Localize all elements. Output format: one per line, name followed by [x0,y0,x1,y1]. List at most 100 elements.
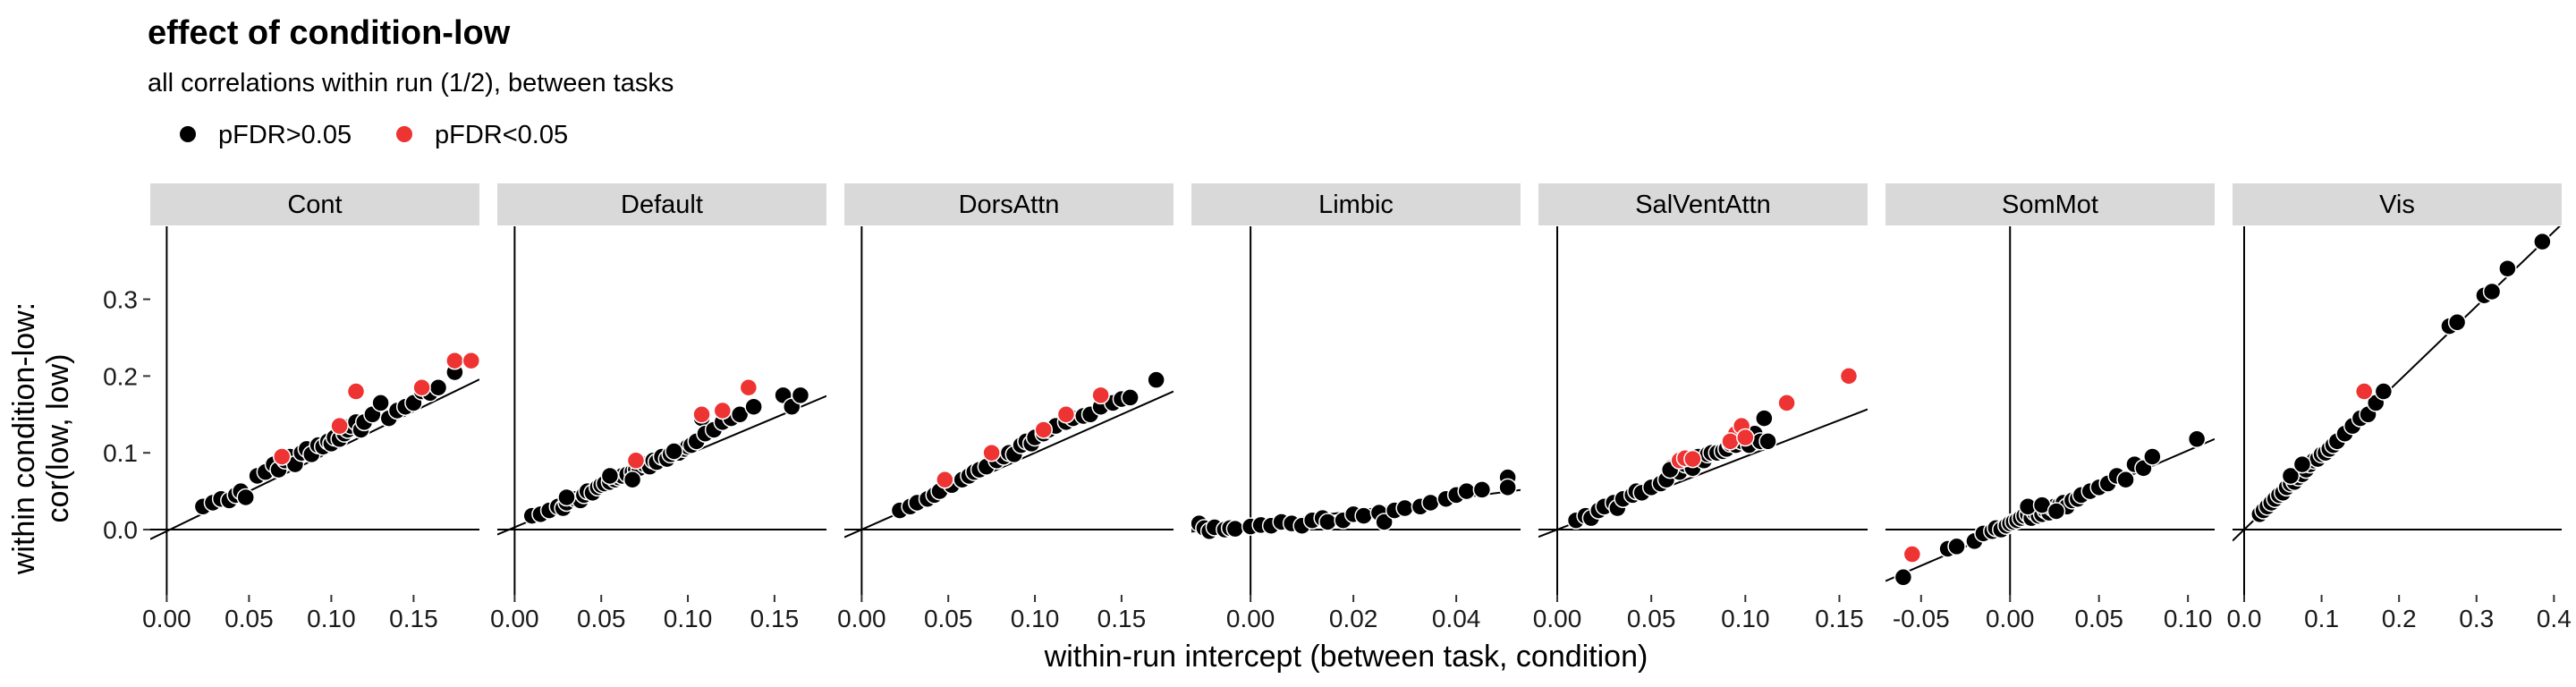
facet-panel-cont: Cont 0.00 0.05 0.10 0.15 [142,183,479,632]
x-tick-label: 0.00 [1226,605,1275,632]
plot-area [150,226,479,595]
data-point-nonsignificant [428,378,448,397]
data-point-significant [2354,382,2374,401]
data-point-nonsignificant [744,397,763,416]
x-tick-label: 0.10 [307,605,356,632]
data-point-significant [412,378,431,397]
facet-panel-dorsattn: DorsAttn 0.00 0.05 0.10 0.15 [837,183,1174,632]
x-tick-label: 0.15 [389,605,438,632]
x-axis-title: within-run intercept (between task, cond… [1044,640,1648,674]
data-point-significant [1056,405,1076,424]
x-tick-label: 0.00 [837,605,886,632]
data-point-significant [445,351,464,370]
data-point-nonsignificant [557,488,576,507]
x-tick-label: 0.10 [1011,605,1060,632]
facet-strip-label: DorsAttn [959,191,1060,219]
facet-strip [1191,183,1521,225]
data-point-significant [272,447,292,466]
data-point-nonsignificant [2116,471,2135,489]
facet-strip [844,183,1174,225]
x-tick-label: 0.15 [750,605,800,632]
x-tick-label: 0.3 [2459,605,2494,632]
legend-key-significant [396,126,412,142]
facet-strip [150,183,479,225]
data-point-significant [462,351,479,370]
x-tick-label: 0.00 [1533,605,1582,632]
x-tick-label: 0.05 [225,605,274,632]
data-point-nonsignificant [2281,466,2301,486]
data-point-nonsignificant [665,442,683,461]
y-axis-title-line-2: cor(low, low) [41,354,75,523]
facet-strip-label: Cont [287,191,342,219]
facet-strip [1538,183,1868,225]
plot-area [1885,226,2215,595]
data-point-nonsignificant [2374,382,2394,401]
facet-panel-sommot: SomMot -0.05 0.00 0.05 0.10 [1885,183,2215,632]
data-point-significant [330,416,349,436]
data-point-significant [1091,386,1110,405]
legend-label-significant: pFDR<0.05 [435,121,568,149]
data-point-nonsignificant [730,405,750,424]
x-tick-label: 0.02 [1329,605,1378,632]
facet-panels: 0.0 0.1 0.2 0.3 Cont 0.00 0.05 0.10 0.15 Default 0… [103,183,2572,632]
x-tick-label: 0.10 [2164,605,2213,632]
data-point-nonsignificant [2187,429,2207,449]
data-point-significant [739,378,758,397]
plot-area [844,226,1174,595]
data-point-nonsignificant [1457,481,1476,501]
x-tick-label: 0.05 [577,605,626,632]
data-point-nonsignificant [1421,493,1440,513]
y-tick-label: 0.1 [103,439,138,467]
data-point-nonsignificant [1121,388,1140,407]
data-point-significant [626,451,646,471]
x-tick-label: 0.00 [142,605,191,632]
y-tick-label: 0.3 [103,286,138,314]
data-point-nonsignificant [1147,370,1165,389]
x-tick-label: 0.1 [2304,605,2339,632]
data-point-nonsignificant [2292,454,2312,474]
legend-key-nonsignificant [180,126,196,142]
x-tick-label: 0.00 [1986,605,2035,632]
plot-area [1191,226,1521,595]
x-tick-label: 0.10 [664,605,713,632]
data-point-nonsignificant [2143,447,2162,466]
facet-strip [497,183,826,225]
legend-label-nonsignificant: pFDR>0.05 [218,121,352,149]
data-point-nonsignificant [1758,432,1777,451]
data-point-nonsignificant [1395,498,1414,518]
data-point-nonsignificant [1354,506,1373,525]
facet-strip-label: Default [621,191,703,219]
y-tick-label: 0.0 [103,516,138,544]
x-tick-label: 0.4 [2537,605,2572,632]
facet-strip-label: Limbic [1318,191,1394,219]
data-point-nonsignificant [2533,232,2552,251]
x-tick-label: 0.05 [2074,605,2123,632]
data-point-nonsignificant [236,488,255,507]
x-tick-label: 0.04 [1432,605,1481,632]
data-point-nonsignificant [1947,537,1966,556]
chart-subtitle: all correlations within run (1/2), betwe… [148,69,674,98]
plot-area [497,226,826,595]
data-point-nonsignificant [1472,480,1492,499]
data-point-significant [936,471,954,489]
data-point-significant [1034,420,1053,439]
x-tick-label: 0.00 [490,605,539,632]
data-point-nonsignificant [2046,502,2066,521]
data-point-nonsignificant [600,466,620,486]
facet-panel-vis: Vis 0.0 0.1 0.2 0.3 0.4 [2227,183,2572,632]
data-point-significant [713,401,733,420]
y-axis-title-line-1: within condition-low: [7,302,41,575]
facet-strip-label: SalVentAttn [1635,191,1771,219]
facet-panel-salventattn: SalVentAttn 0.00 0.05 0.10 0.15 [1533,183,1868,632]
x-tick-label: 0.05 [1627,605,1676,632]
data-point-nonsignificant [623,471,642,489]
data-point-nonsignificant [2482,282,2502,301]
data-point-nonsignificant [371,394,390,412]
y-axis-title: within condition-low: cor(low, low) [7,302,75,575]
x-tick-label: 0.0 [2227,605,2262,632]
data-point-nonsignificant [791,386,810,405]
facet-panel-default: Default 0.00 0.05 0.10 0.15 [490,183,826,632]
chart-title: effect of condition-low [148,14,511,52]
facet-panel-limbic: Limbic 0.00 0.02 0.04 [1191,183,1521,632]
